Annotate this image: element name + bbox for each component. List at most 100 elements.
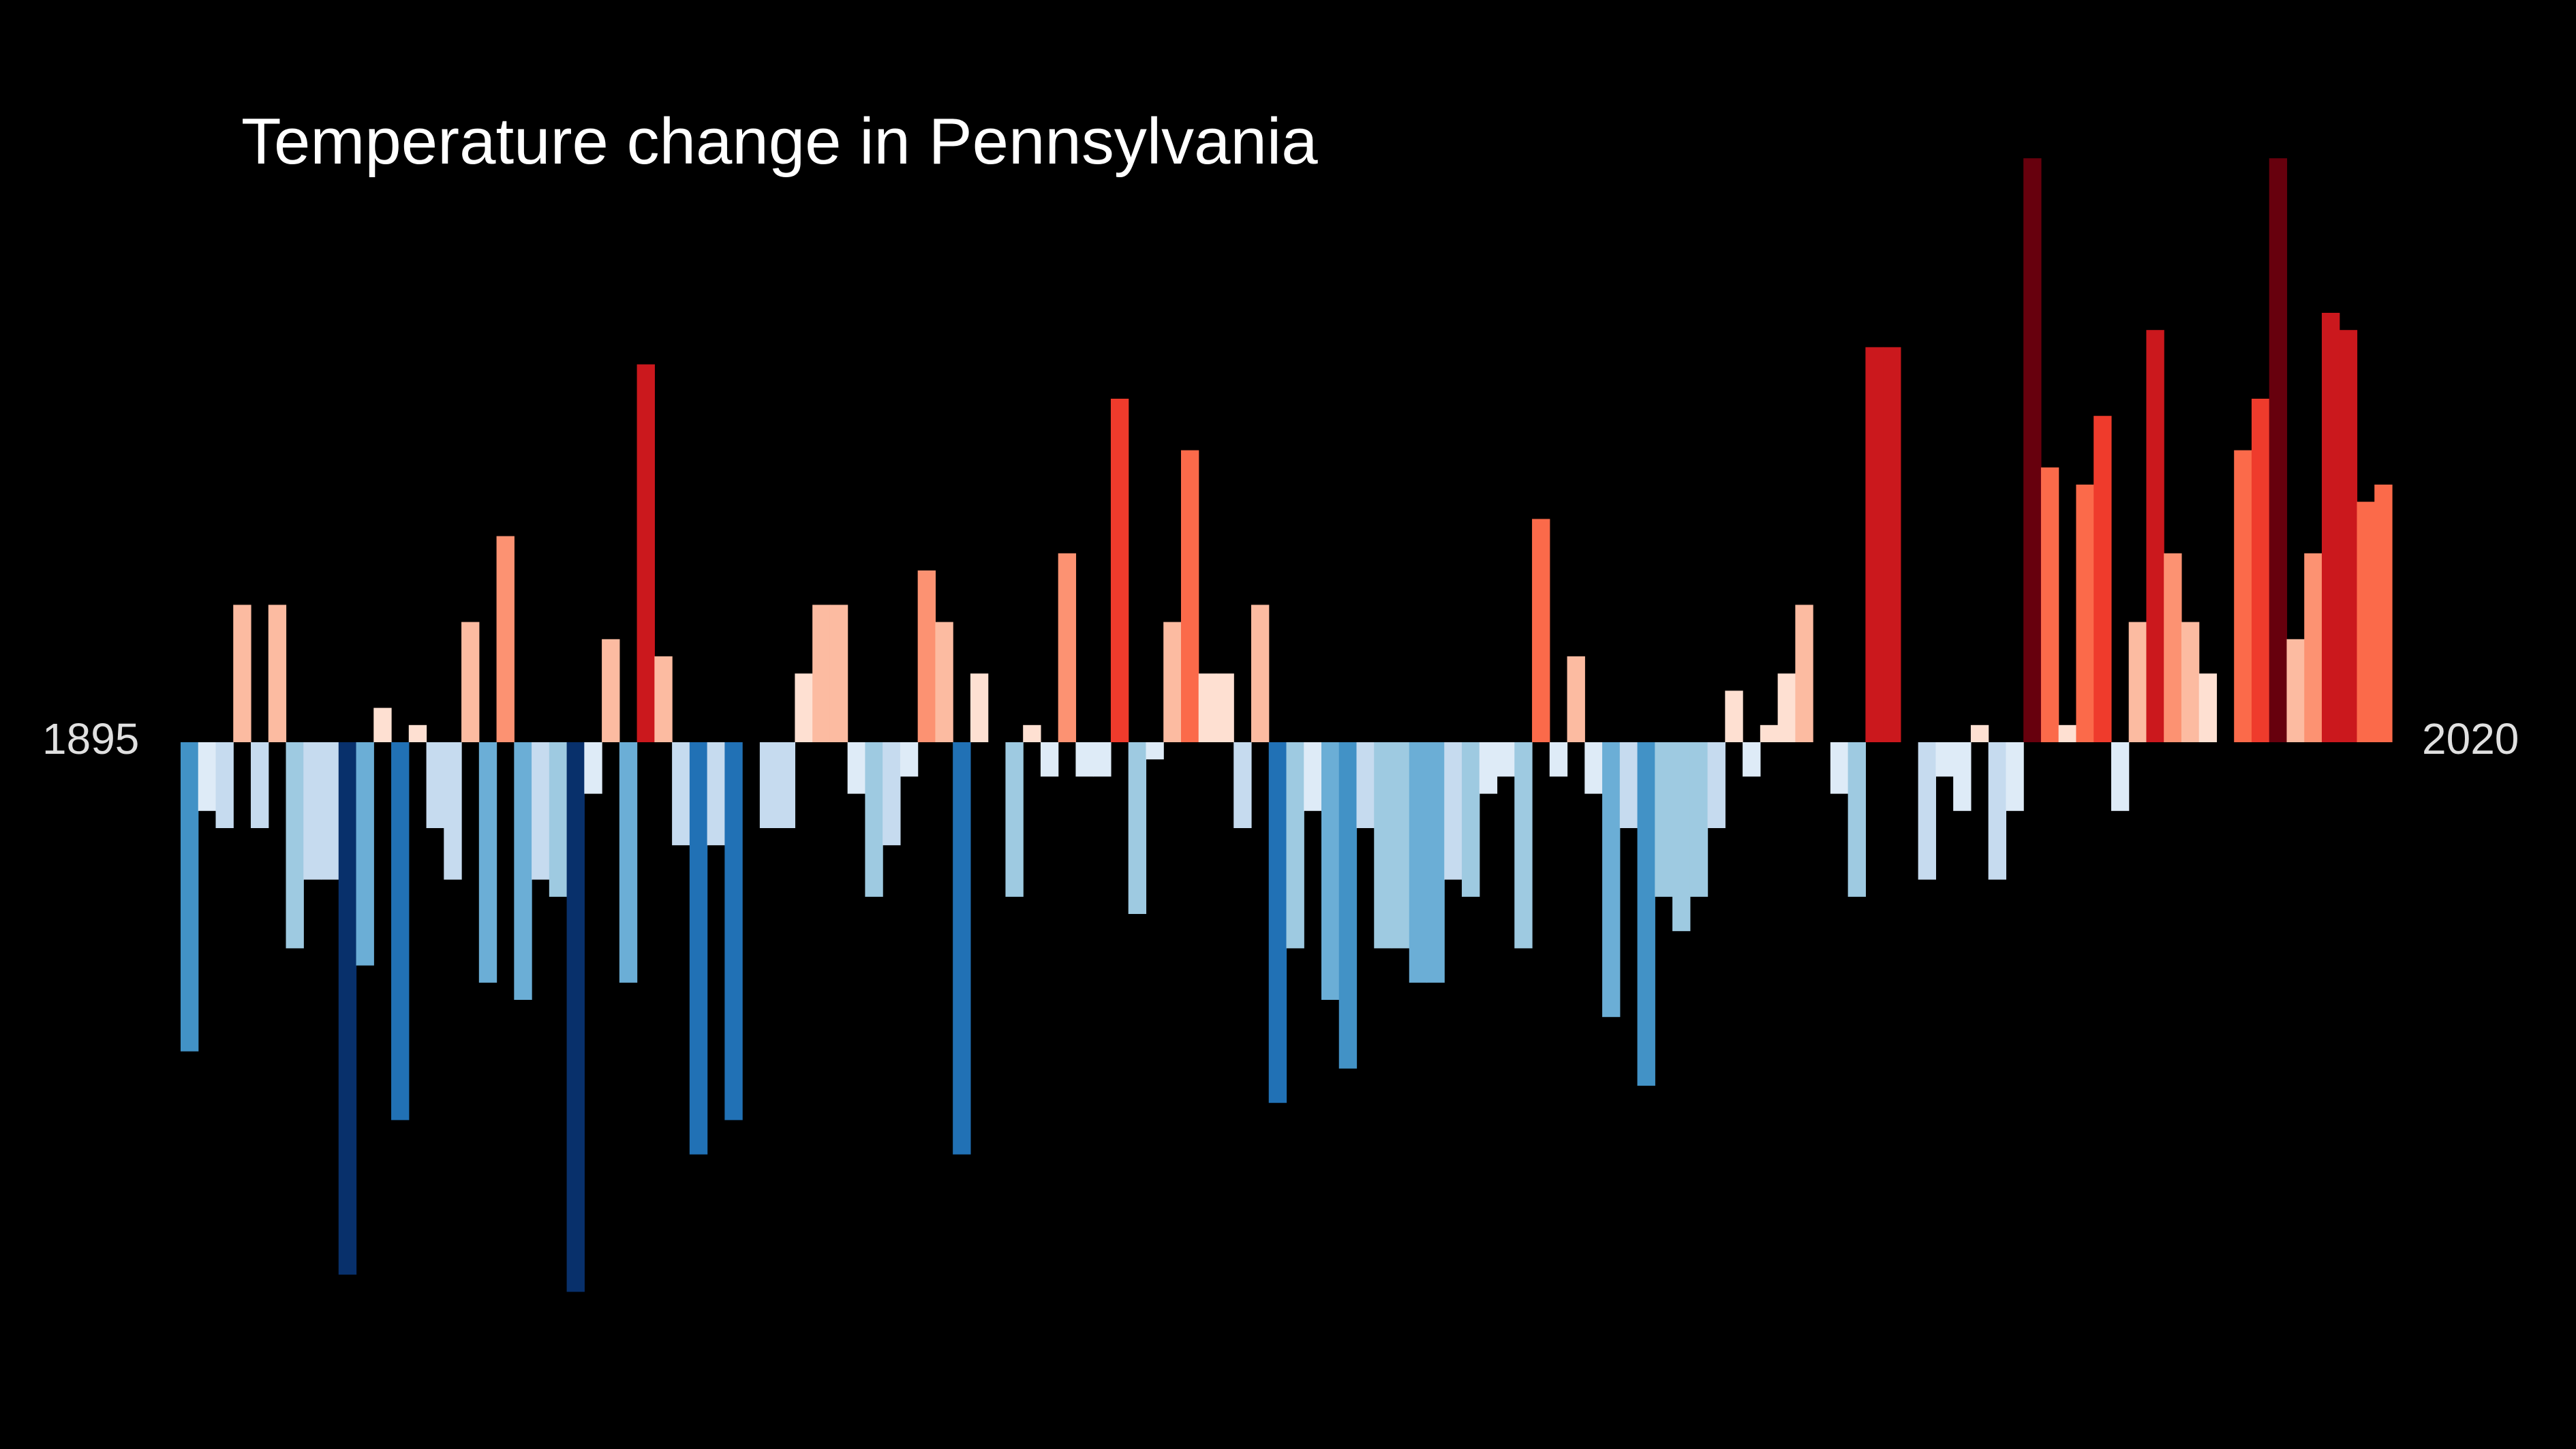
bar-1942 [1005,742,1024,897]
bar-2008 [2164,553,2182,742]
bar-1921 [637,364,655,742]
bar-1938 [935,622,953,742]
bar-1967 [1444,742,1462,880]
bar-1930 [795,673,813,742]
bar-1906 [373,707,392,742]
bar-1949 [1128,742,1147,914]
bar-1945 [1058,553,1077,742]
bar-1908 [408,724,427,742]
bar-1957 [1268,742,1287,1103]
bar-1950 [1146,742,1164,760]
bar-1935 [883,742,901,846]
bar-2004 [2094,416,2112,742]
bar-1948 [1110,399,1129,742]
bar-2001 [2040,467,2059,742]
bar-1984 [1743,742,1761,777]
bar-1977 [1619,742,1638,828]
bar-2003 [2076,485,2094,742]
bar-1978 [1637,742,1655,1086]
bar-1973 [1549,742,1568,777]
bar-1999 [2006,742,2024,811]
bar-1975 [1584,742,1603,794]
bar-1925 [707,742,725,846]
bar-1961 [1338,742,1358,1069]
bar-1971 [1514,742,1533,949]
bar-1917 [566,742,585,1292]
bar-1924 [689,742,708,1155]
bar-1960 [1321,742,1340,1000]
bar-1987 [1795,605,1813,742]
bar-1934 [865,742,883,897]
bar-1991 [1865,347,1884,742]
bar-1994 [1918,742,1936,880]
bar-1969 [1479,742,1498,794]
bar-1998 [1988,742,2007,880]
bar-1966 [1426,742,1445,983]
bar-2005 [2111,742,2130,811]
bar-1968 [1462,742,1480,897]
bar-1963 [1374,742,1392,949]
chart-title: Temperature change in Pennsylvania [241,105,1318,178]
bar-1936 [900,742,919,777]
bar-1990 [1847,742,1866,897]
bar-2014 [2269,158,2288,742]
bar-1982 [1707,742,1726,828]
bar-1962 [1356,742,1375,828]
bar-1996 [1953,742,1972,811]
start-year-label: 1895 [42,714,140,763]
bar-1974 [1567,656,1585,742]
bar-2009 [2181,622,2200,742]
bar-1980 [1672,742,1691,932]
bar-1920 [619,742,638,983]
bar-1965 [1409,742,1428,983]
bar-2013 [2251,399,2270,742]
bar-1939 [953,742,971,1155]
bar-2000 [2023,158,2042,742]
bar-2010 [2198,673,2218,742]
bar-2020 [2374,485,2393,742]
bar-1932 [829,605,848,742]
bar-1928 [759,742,778,828]
bar-2018 [2339,330,2358,742]
bar-1976 [1602,742,1621,1018]
bar-2017 [2321,313,2340,742]
bar-1905 [356,742,374,966]
bar-1951 [1163,622,1182,742]
bar-1958 [1286,742,1304,949]
bar-1898 [233,605,251,742]
end-year-label: 2020 [2422,714,2519,763]
bar-1943 [1023,724,1041,742]
bar-1944 [1040,742,1059,777]
bar-1914 [514,742,532,1000]
bar-2016 [2304,553,2322,742]
bar-1952 [1180,450,1199,742]
bar-1931 [812,605,831,742]
bar-1926 [724,742,743,1120]
bar-1910 [444,742,462,880]
bar-2019 [2357,502,2375,742]
bar-1903 [321,742,339,880]
bar-1909 [426,742,444,828]
bar-1899 [251,742,269,828]
bar-1933 [847,742,865,794]
bar-1955 [1233,742,1252,828]
bar-1900 [268,605,287,742]
bars-group [181,158,2393,1292]
bar-1907 [391,742,410,1120]
bar-1901 [286,742,304,949]
bar-1964 [1392,742,1410,949]
bar-1983 [1725,690,1743,742]
bar-1953 [1198,673,1217,742]
bar-1897 [215,742,234,828]
bar-1922 [654,656,673,742]
bar-1918 [584,742,602,794]
bar-1997 [1970,724,1989,742]
bar-1911 [461,622,480,742]
bar-1992 [1883,347,1901,742]
bar-1916 [549,742,568,897]
bar-1915 [532,742,550,880]
bar-1919 [602,639,620,742]
bar-1923 [672,742,690,846]
